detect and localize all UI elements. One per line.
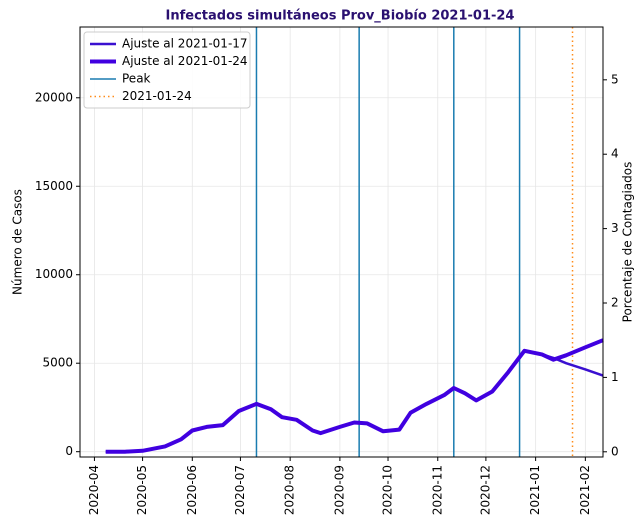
y-tick-label: 15000 <box>35 179 73 193</box>
x-tick-label: 2020-07 <box>233 465 247 515</box>
x-tick-label: 2020-04 <box>87 465 101 515</box>
x-tick-label: 2020-08 <box>283 465 297 515</box>
plot-frame <box>79 26 604 458</box>
series-line <box>105 349 604 453</box>
x-tick-label: 2020-09 <box>332 465 346 515</box>
legend-label: 2021-01-24 <box>122 89 192 103</box>
y-tick-label: 10000 <box>35 267 73 281</box>
y2-tick-label: 1 <box>611 370 619 384</box>
x-tick-label: 2020-06 <box>185 465 199 515</box>
y-axis-label: Número de Casos <box>11 189 25 295</box>
y2-axis-label: Porcentaje de Contagiados <box>621 162 635 323</box>
y2-tick-label: 4 <box>611 147 619 161</box>
x-tick-label: 2021-02 <box>578 465 592 515</box>
series-line <box>105 338 604 454</box>
legend-box <box>83 31 251 109</box>
x-tick-label: 2021-01 <box>528 465 542 515</box>
y2-tick-label: 0 <box>611 444 619 458</box>
x-tick-label: 2020-12 <box>478 465 492 515</box>
x-tick-label: 2020-10 <box>381 465 395 515</box>
y-tick-label: 20000 <box>35 90 73 104</box>
y-tick-label: 5000 <box>42 356 73 370</box>
y2-tick-label: 3 <box>611 221 619 235</box>
x-tick-label: 2020-11 <box>430 465 444 515</box>
y2-tick-label: 2 <box>611 296 619 310</box>
x-tick-label: 2020-05 <box>135 465 149 515</box>
legend-label: Ajuste al 2021-01-24 <box>122 54 248 68</box>
y-tick-label: 0 <box>65 444 73 458</box>
legend-label: Ajuste al 2021-01-17 <box>122 37 248 51</box>
legend-label: Peak <box>122 72 151 86</box>
y2-tick-label: 5 <box>611 72 619 86</box>
chart-title: Infectados simultáneos Prov_Biobío 2021-… <box>166 9 515 24</box>
